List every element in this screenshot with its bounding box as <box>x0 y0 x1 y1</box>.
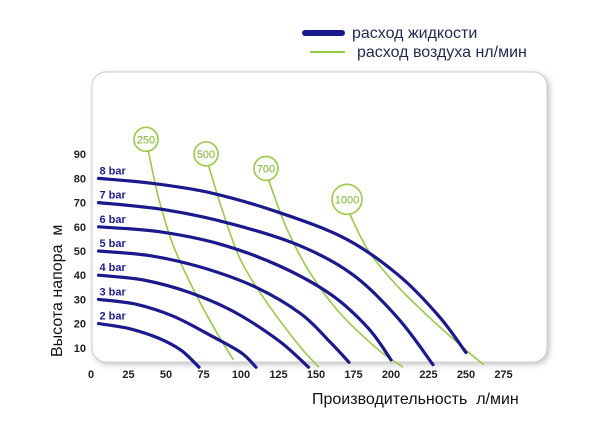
pressure-series-label: 8 bar <box>100 165 127 177</box>
air-label-circle <box>331 183 363 216</box>
x-tick-label: 150 <box>307 369 325 381</box>
air-series-label: 1000 <box>335 194 359 206</box>
legend-air-label: расход воздуха нл/мин <box>357 44 527 61</box>
x-tick-label: 225 <box>419 369 437 381</box>
y-tick-label: 90 <box>74 149 86 161</box>
liquid-curve-2-bar <box>96 322 201 369</box>
liquid-curve-8-bar <box>96 176 468 355</box>
legend-liquid-label: расход жидкости <box>352 25 477 42</box>
y-tick-label: 30 <box>74 294 86 306</box>
x-tick-label: 100 <box>232 369 250 381</box>
y-tick-label: 50 <box>74 246 86 258</box>
air-label-circle <box>193 141 219 167</box>
x-tick-label: 50 <box>160 369 172 381</box>
air-series-label: 250 <box>137 134 155 146</box>
air-series-label: 700 <box>257 163 275 175</box>
x-axis-label: Производительность л/мин <box>312 391 519 408</box>
x-tick-label: 275 <box>494 369 512 381</box>
pressure-series-label: 2 bar <box>100 311 127 323</box>
liquid-curve-5-bar <box>96 249 351 364</box>
air-curve-250 <box>147 149 235 361</box>
pressure-series-label: 4 bar <box>100 262 127 274</box>
liquid-flow-curves <box>96 176 468 369</box>
pressure-series-label: 6 bar <box>100 214 127 226</box>
air-curve-500 <box>207 163 320 368</box>
tick-labels: 0 25 50 75 100 125 150 175 200 225 250 275 10 20 30 40 5… <box>74 149 513 381</box>
air-flow-curves <box>147 149 485 368</box>
liquid-curve-6-bar <box>96 225 393 362</box>
pressure-series-label: 7 bar <box>100 190 127 202</box>
y-axis-label: Высота напора м <box>49 225 66 357</box>
air-label-circle <box>133 126 159 153</box>
pressure-series-label: 3 bar <box>100 286 127 298</box>
pressure-series-label: 5 bar <box>100 238 127 250</box>
x-tick-label: 200 <box>382 369 400 381</box>
legend: расход жидкости расход воздуха нл/мин <box>302 25 527 61</box>
y-tick-label: 60 <box>74 222 86 234</box>
y-tick-label: 40 <box>74 270 86 282</box>
air-curve-700 <box>267 178 404 368</box>
x-tick-label: 250 <box>457 369 475 381</box>
x-tick-label: 75 <box>197 369 209 381</box>
y-tick-label: 80 <box>74 173 86 185</box>
air-label-circle <box>253 155 279 182</box>
y-tick-label: 20 <box>74 319 86 331</box>
liquid-curve-4-bar <box>96 273 311 369</box>
liquid-curve-3-bar <box>96 297 258 369</box>
x-tick-label: 125 <box>269 369 287 381</box>
liquid-curve-7-bar <box>96 201 435 367</box>
air-curve-1000 <box>348 211 485 366</box>
y-tick-label: 70 <box>74 198 86 210</box>
x-tick-label: 0 <box>88 369 94 381</box>
x-tick-label: 175 <box>344 369 362 381</box>
plot-area <box>91 71 548 363</box>
y-tick-label: 10 <box>74 343 86 355</box>
series-labels: 250 500 700 1000 2 bar 3 bar 4 bar 5 bar 6 bar 7 … <box>100 126 363 323</box>
air-series-label: 500 <box>197 149 215 161</box>
x-tick-label: 25 <box>122 369 134 381</box>
